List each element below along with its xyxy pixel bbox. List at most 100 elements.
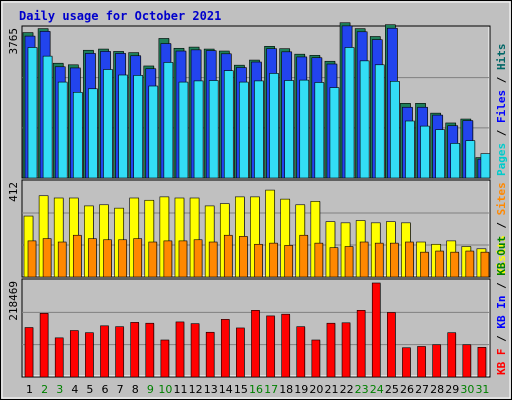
series-legend: Visits / Sites	[495, 182, 508, 275]
pages-bar	[344, 47, 355, 179]
pages-bar	[88, 88, 98, 179]
kb-bar	[402, 347, 411, 378]
kb-bar	[447, 332, 457, 378]
legend-pages: Pages	[495, 143, 508, 176]
sites-bar	[269, 242, 278, 278]
sites-bar	[118, 239, 127, 278]
pages-bar	[42, 55, 53, 179]
kb-bar	[85, 332, 94, 378]
kb-bar	[69, 330, 79, 378]
kb-bar	[24, 327, 34, 378]
kb-bar	[356, 310, 366, 378]
sites-bar	[420, 251, 429, 278]
sites-bar	[374, 242, 384, 278]
x-tick-label: 25	[385, 383, 399, 396]
pages-bar	[57, 81, 68, 179]
x-tick-label: 2	[41, 383, 48, 396]
kb-bar	[145, 322, 155, 378]
kb-bar	[251, 310, 260, 378]
sites-bar	[223, 234, 233, 278]
pages-bar	[163, 62, 174, 179]
sites-bar	[254, 243, 263, 278]
pages-bar	[314, 82, 325, 179]
legend-separator: /	[495, 123, 508, 143]
x-tick-label: 22	[340, 383, 354, 396]
sites-bar	[329, 247, 339, 278]
x-tick-label: 19	[294, 383, 308, 396]
sites-bar	[208, 241, 218, 278]
pages-bar	[405, 120, 415, 179]
pages-bar	[148, 85, 159, 179]
x-tick-label: 27	[415, 383, 429, 396]
pages-bar	[269, 73, 279, 179]
pages-bar	[284, 80, 294, 179]
legend-sites: Sites	[495, 182, 508, 215]
kb-bar	[175, 321, 185, 378]
pages-bar	[133, 75, 143, 179]
sites-bar	[72, 234, 82, 278]
sites-bar	[57, 241, 67, 278]
kb-bar	[477, 347, 487, 378]
kb-bar	[54, 337, 64, 378]
pages-bar	[374, 64, 385, 179]
pages-bar	[480, 153, 491, 179]
sites-bar	[133, 238, 142, 278]
sites-bar	[178, 240, 188, 278]
x-tick-label: 13	[204, 383, 218, 396]
sites-bar	[88, 238, 97, 278]
y-max-label: 412	[7, 182, 20, 202]
x-tick-label: 23	[355, 383, 369, 396]
pages-bar	[103, 69, 113, 179]
pages-bar	[359, 60, 370, 179]
kb-bar	[432, 344, 441, 378]
sites-bar	[465, 250, 475, 278]
sites-bar	[239, 236, 248, 278]
sites-bar	[27, 240, 37, 278]
sites-bar	[284, 245, 293, 278]
pages-bar	[27, 47, 38, 179]
x-tick-label: 28	[430, 383, 444, 396]
kb-bar	[130, 322, 139, 378]
sites-bar	[390, 242, 399, 278]
legend-separator: /	[495, 70, 508, 90]
x-tick-label: 29	[445, 383, 459, 396]
sites-bar	[359, 241, 369, 278]
x-tick-label: 30	[460, 383, 474, 396]
x-tick-label: 12	[189, 383, 203, 396]
kb-bar	[160, 339, 170, 378]
kb-bar	[205, 331, 215, 378]
kb-bar	[462, 344, 472, 378]
sites-bar	[42, 238, 52, 278]
x-tick-label: 18	[279, 383, 293, 396]
pages-bar	[465, 140, 476, 179]
pages-bar	[239, 81, 249, 179]
kb-bar	[417, 346, 426, 378]
pages-bar	[193, 80, 204, 179]
legend-kb-out: KB Out	[495, 236, 508, 276]
sites-bar	[163, 240, 173, 278]
x-tick-label: 5	[86, 383, 93, 396]
sites-bar	[344, 246, 354, 278]
y-max-label: 3765	[7, 28, 20, 55]
legend-separator: /	[495, 276, 508, 296]
x-tick-label: 6	[102, 383, 109, 396]
pages-bar	[420, 125, 430, 179]
x-tick-label: 9	[147, 383, 154, 396]
x-tick-label: 8	[132, 383, 139, 396]
x-tick-label: 15	[234, 383, 248, 396]
kb-bar	[296, 326, 306, 378]
kb-bar	[220, 319, 230, 378]
kb-bar	[100, 325, 109, 378]
sites-bar	[193, 239, 203, 278]
kb-bar	[387, 312, 396, 378]
x-axis-labels: 1 2 3 4 5 6 7 8 9 10 11 12 13 14 15 16 17 18 19 20 21 22 23 24 2…	[26, 383, 489, 396]
series-legend: KB F / KB In / KB Out	[495, 236, 508, 375]
x-tick-label: 10	[158, 383, 172, 396]
pages-bar	[118, 74, 128, 179]
x-tick-label: 16	[249, 383, 263, 396]
x-tick-label: 20	[309, 383, 323, 396]
kb-bar	[371, 282, 381, 378]
y-max-labels: 3765 412 218469	[7, 28, 20, 321]
pages-bar	[223, 70, 234, 179]
